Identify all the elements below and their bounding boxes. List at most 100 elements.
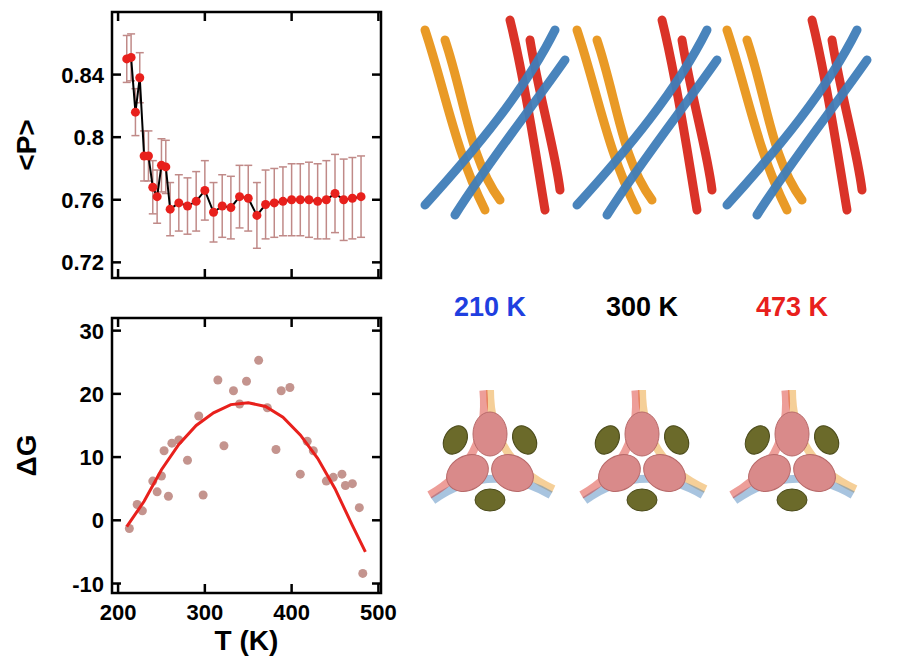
point xyxy=(183,456,192,465)
point xyxy=(287,195,296,204)
point xyxy=(252,211,261,220)
error-bar xyxy=(270,168,278,237)
surface-olive xyxy=(660,422,694,459)
x-tick xyxy=(377,584,380,593)
surface-pink xyxy=(592,447,647,498)
point xyxy=(242,377,251,386)
error-cap xyxy=(279,166,287,168)
point xyxy=(199,491,208,500)
y-tick-label: 20 xyxy=(80,382,104,407)
point xyxy=(200,186,209,195)
error-cap xyxy=(270,168,278,170)
x-axis-title: T (K) xyxy=(215,625,279,656)
y-tick xyxy=(372,199,381,202)
error-cap xyxy=(340,240,348,242)
y-tick xyxy=(112,199,121,202)
point xyxy=(270,198,279,207)
point xyxy=(331,189,340,198)
error-bar xyxy=(279,167,287,236)
error-bar xyxy=(357,156,365,237)
y-tick-label: 0.76 xyxy=(61,188,104,213)
surface-pink xyxy=(440,447,495,498)
error-bar xyxy=(305,162,313,237)
x-tick xyxy=(117,12,120,21)
error-cap xyxy=(331,232,339,234)
surface-olive xyxy=(777,489,807,511)
frame xyxy=(112,12,381,278)
point xyxy=(127,53,136,62)
error-cap xyxy=(227,238,235,240)
error-cap xyxy=(218,237,226,239)
point xyxy=(355,503,364,512)
error-cap xyxy=(192,171,200,173)
error-cap xyxy=(210,182,218,184)
point xyxy=(348,194,357,203)
point xyxy=(322,195,331,204)
error-bar xyxy=(348,158,356,239)
y-tick-label: 0.8 xyxy=(73,125,104,150)
point xyxy=(296,195,305,204)
point xyxy=(153,192,162,201)
error-cap xyxy=(288,163,296,165)
x-tick xyxy=(204,318,207,327)
error-cap xyxy=(227,176,235,178)
error-cap xyxy=(201,219,209,221)
temperature-label: 210 K xyxy=(454,292,527,322)
data-area xyxy=(122,34,365,248)
error-bar xyxy=(218,175,226,238)
y-tick xyxy=(112,582,121,585)
error-bar xyxy=(175,175,183,231)
y-tick xyxy=(372,136,381,139)
point xyxy=(261,200,270,209)
structure-1: 300 K xyxy=(577,20,717,511)
y-tick-label: -10 xyxy=(72,572,104,597)
error-cap xyxy=(136,52,144,54)
error-cap xyxy=(296,235,304,237)
y-tick xyxy=(112,393,121,396)
y-tick xyxy=(372,456,381,459)
structure-0: 210 K xyxy=(425,20,565,511)
error-bar xyxy=(340,159,348,240)
frame xyxy=(112,318,381,593)
error-cap xyxy=(270,237,278,239)
figure: 0.720.760.80.84<P>-100102030200300400500… xyxy=(0,0,901,661)
y-tick xyxy=(112,136,121,139)
point xyxy=(131,108,140,117)
error-cap xyxy=(279,235,287,237)
point xyxy=(272,445,281,454)
x-tick xyxy=(117,269,120,278)
y-tick xyxy=(372,329,381,332)
error-bar xyxy=(227,176,235,239)
point xyxy=(144,151,153,160)
x-tick-label: 400 xyxy=(273,600,310,625)
error-cap xyxy=(296,163,304,165)
point xyxy=(296,470,305,479)
error-cap xyxy=(123,35,131,37)
surface-olive xyxy=(810,422,844,459)
y-tick xyxy=(112,456,121,459)
error-cap xyxy=(288,235,296,237)
point xyxy=(244,194,253,203)
ribbon xyxy=(425,30,555,205)
error-cap xyxy=(210,241,218,243)
error-cap xyxy=(144,130,152,132)
error-cap xyxy=(175,230,183,232)
x-tick xyxy=(290,12,293,21)
x-tick xyxy=(117,318,120,327)
surface-pink xyxy=(775,412,809,456)
point xyxy=(183,202,192,211)
x-tick xyxy=(290,269,293,278)
point xyxy=(135,73,144,82)
x-tick xyxy=(377,269,380,278)
error-bar xyxy=(127,34,135,81)
structure-2: 473 K xyxy=(727,20,867,511)
error-cap xyxy=(340,158,348,160)
error-cap xyxy=(314,238,322,240)
y-tick xyxy=(372,73,381,76)
point xyxy=(213,375,222,384)
ribbon xyxy=(727,30,857,205)
error-bar xyxy=(331,154,339,232)
error-bar xyxy=(322,161,330,239)
x-tick-label: 500 xyxy=(360,600,397,625)
surface-pink xyxy=(473,412,507,456)
